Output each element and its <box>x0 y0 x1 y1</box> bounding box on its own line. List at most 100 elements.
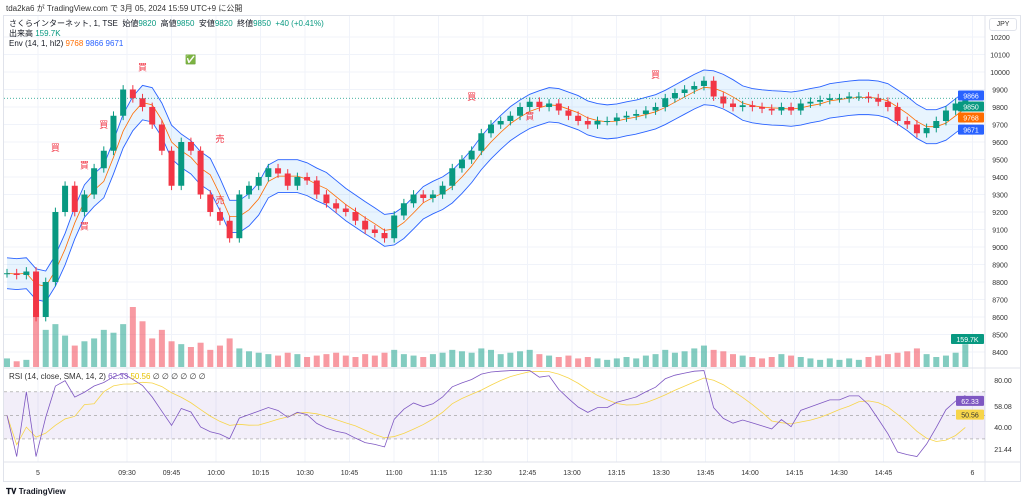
candle-body <box>313 180 320 195</box>
volume-label[interactable]: 出来高 <box>9 29 33 38</box>
envelope-upper-line <box>6 69 966 272</box>
volume-bar <box>149 338 156 367</box>
price-tick: 9200 <box>992 210 1008 217</box>
candle-body <box>216 212 223 221</box>
candle-body <box>33 271 40 317</box>
volume-bar <box>846 358 853 367</box>
price-label-bg <box>958 90 984 101</box>
candle-body <box>265 168 272 177</box>
candle-body <box>284 173 291 186</box>
volume-bar <box>110 332 117 367</box>
volume-bar <box>304 357 311 367</box>
volume-bar <box>662 349 669 367</box>
env-lower-value: 9671 <box>105 39 124 48</box>
candle-body <box>962 98 969 104</box>
volume-bar <box>797 357 804 367</box>
low-label: 安値 <box>198 19 215 28</box>
close-value: 9850 <box>253 19 271 28</box>
volume-bar <box>904 351 911 367</box>
envelope-mid-line <box>6 86 966 287</box>
volume-bar <box>865 357 872 367</box>
rsi-legend: RSI (14, close, SMA, 14, 2) 62.33 50.56 … <box>9 372 206 381</box>
candle-body <box>4 273 10 275</box>
price-tick: 8900 <box>992 263 1008 270</box>
candle-body <box>584 121 591 125</box>
candle-body <box>52 212 59 282</box>
candle-body <box>439 185 446 195</box>
time-tick: 14:15 <box>786 470 804 477</box>
volume-bar <box>294 354 301 367</box>
candle-body <box>110 115 117 151</box>
candle-body <box>342 208 349 212</box>
candle-body <box>730 103 736 107</box>
candle-body <box>429 194 436 198</box>
candle-body <box>797 103 804 111</box>
change-value: +40 (+0.41%) <box>275 19 324 28</box>
chart-frame[interactable] <box>3 15 1021 482</box>
candle-body <box>400 203 407 216</box>
candle-body <box>555 103 562 111</box>
volume-bar <box>884 354 891 367</box>
volume-bar <box>836 359 843 367</box>
rsi-band <box>4 391 985 439</box>
time-tick: 5 <box>36 470 40 477</box>
candle-body <box>613 117 620 121</box>
price-tick: 9500 <box>992 158 1008 165</box>
time-tick: 10:00 <box>207 470 225 477</box>
volume-bar <box>826 358 833 367</box>
rsi-tick: 21.44 <box>994 447 1012 454</box>
tradingview-logo[interactable]: 𝐓𝐕 TradingView <box>6 487 66 497</box>
candle-body <box>149 107 156 125</box>
close-label: 終値 <box>237 19 254 28</box>
time-tick: 11:00 <box>386 470 403 477</box>
rsi-tick: 58.08 <box>994 404 1012 411</box>
volume-bar <box>768 357 775 367</box>
volume-bar <box>962 344 969 367</box>
candle-body <box>671 93 678 99</box>
price-label-bg <box>958 112 984 123</box>
price-tick: 9800 <box>992 105 1008 112</box>
volume-bar <box>575 358 582 367</box>
signal-marker: 買 <box>651 70 660 80</box>
volume-bar <box>71 345 78 367</box>
env-mid-value: 9768 <box>65 39 84 48</box>
time-tick: 10:30 <box>296 470 314 477</box>
candle-body <box>391 215 398 239</box>
volume-bar <box>875 355 882 367</box>
time-tick: 6 <box>971 470 975 477</box>
volume-bar <box>216 345 223 367</box>
candle-body <box>275 168 282 174</box>
price-tick: 8800 <box>992 280 1008 287</box>
volume-bar <box>236 348 243 367</box>
low-value: 9820 <box>214 19 233 28</box>
volume-bar <box>33 312 40 367</box>
envelope-label[interactable]: Env (14, 1, hl2) <box>9 39 64 48</box>
volume-bar <box>52 324 59 367</box>
time-tick: 12:45 <box>519 470 537 477</box>
symbol-name[interactable]: さくらインターネット, 1, TSE <box>9 19 118 28</box>
price-tick: 9000 <box>992 245 1008 252</box>
time-tick: 13:30 <box>652 470 670 477</box>
time-tick: 14:00 <box>741 470 759 477</box>
candle-body <box>168 150 175 186</box>
currency-button[interactable]: JPY <box>989 18 1017 31</box>
time-tick: 11:15 <box>430 470 447 477</box>
signal-marker: 買 <box>525 111 534 121</box>
volume-bar <box>4 358 10 367</box>
candle-body <box>71 185 78 212</box>
rsi-label[interactable]: RSI (14, close, SMA, 14, 2) <box>9 372 106 381</box>
signal-marker: 買 <box>99 120 108 130</box>
volume-bar <box>255 352 262 367</box>
volume-bar <box>100 329 107 367</box>
candle-body <box>952 103 959 111</box>
candle-body <box>855 96 862 98</box>
volume-bar <box>352 357 359 367</box>
candle-body <box>623 115 630 118</box>
rsi-extra-values: ∅ ∅ ∅ ∅ ∅ ∅ <box>152 372 206 381</box>
env-upper-value: 9866 <box>85 39 104 48</box>
high-label: 高値 <box>160 19 177 28</box>
candle-body <box>120 89 127 116</box>
volume-bar <box>700 345 707 367</box>
candle-body <box>304 177 311 181</box>
